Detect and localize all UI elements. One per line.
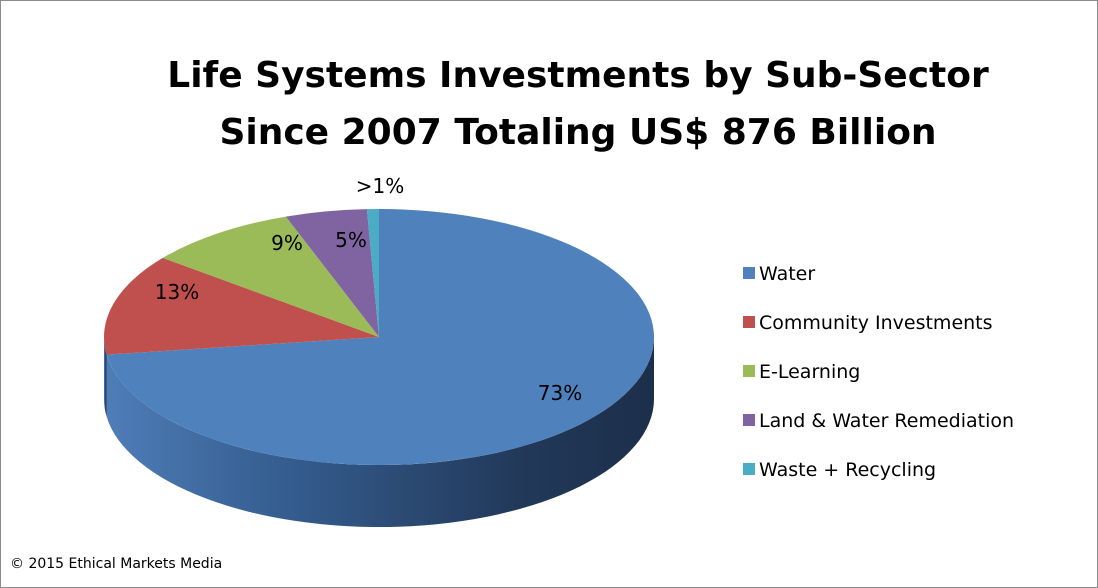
- legend-swatch-2: [743, 316, 755, 328]
- pie-slice-1: [106, 209, 654, 465]
- pie-side-wall: [104, 337, 655, 528]
- legend-swatch-1: [743, 267, 755, 279]
- pie-slice-5: [366, 208, 379, 337]
- pie-slice-2: [103, 257, 379, 355]
- pie-side-2: [104, 337, 107, 417]
- data-label-1: 73%: [538, 381, 582, 405]
- legend-swatch-3: [743, 365, 755, 377]
- legend-label-5: Waste + Recycling: [759, 459, 936, 481]
- copyright-text: © 2015 Ethical Markets Media: [10, 556, 223, 572]
- legend-label-1: Water: [759, 263, 815, 285]
- data-label-2: 13%: [155, 280, 199, 304]
- legend-swatch-4: [743, 414, 755, 426]
- data-label-4: 5%: [335, 228, 367, 252]
- pie-slice-3: [162, 216, 379, 337]
- pie-slices: [103, 208, 654, 465]
- pie-data-labels: 73% 13% 9% 5% >1%: [155, 174, 582, 405]
- legend-label-2: Community Investments: [759, 312, 993, 334]
- chart-subtitle: Since 2007 Totaling US$ 876 Billion: [219, 112, 936, 153]
- legend-label-4: Land & Water Remediation: [759, 410, 1014, 432]
- pie-side-1: [106, 337, 655, 528]
- chart-title: Life Systems Investments by Sub-Sector: [167, 55, 989, 96]
- legend-swatch-5: [743, 463, 755, 475]
- data-label-5: >1%: [356, 174, 405, 198]
- legend: Water Community Investments E-Learning Land…: [743, 263, 1014, 481]
- pie-slice-4: [285, 209, 379, 337]
- legend-label-3: E-Learning: [759, 361, 860, 383]
- data-label-3: 9%: [271, 231, 303, 255]
